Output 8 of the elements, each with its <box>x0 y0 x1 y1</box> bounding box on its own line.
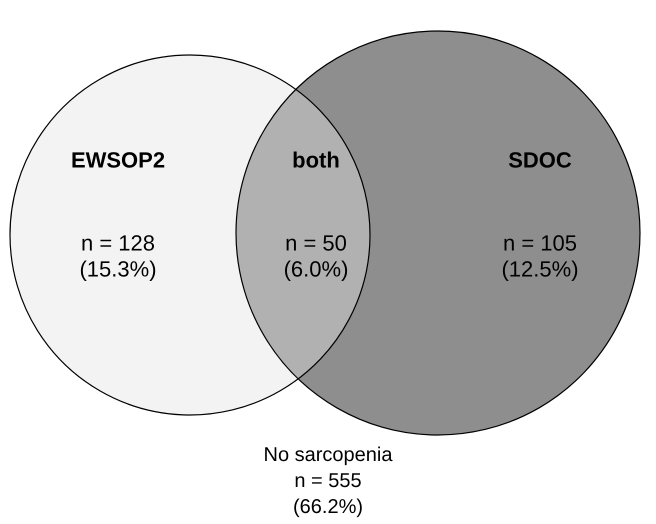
category-label: both <box>292 148 340 172</box>
data-label: n = 105 (12.5%) <box>501 230 579 282</box>
data-label: n = 50 (6.0%) <box>284 230 348 282</box>
data-label: n = 555 (66.2%) <box>292 470 364 518</box>
category-label: No sarcopenia <box>264 444 394 466</box>
category-label: SDOC <box>508 148 572 172</box>
data-label: n = 128 (15.3%) <box>79 230 157 282</box>
category-label: EWSOP2 <box>70 148 166 172</box>
